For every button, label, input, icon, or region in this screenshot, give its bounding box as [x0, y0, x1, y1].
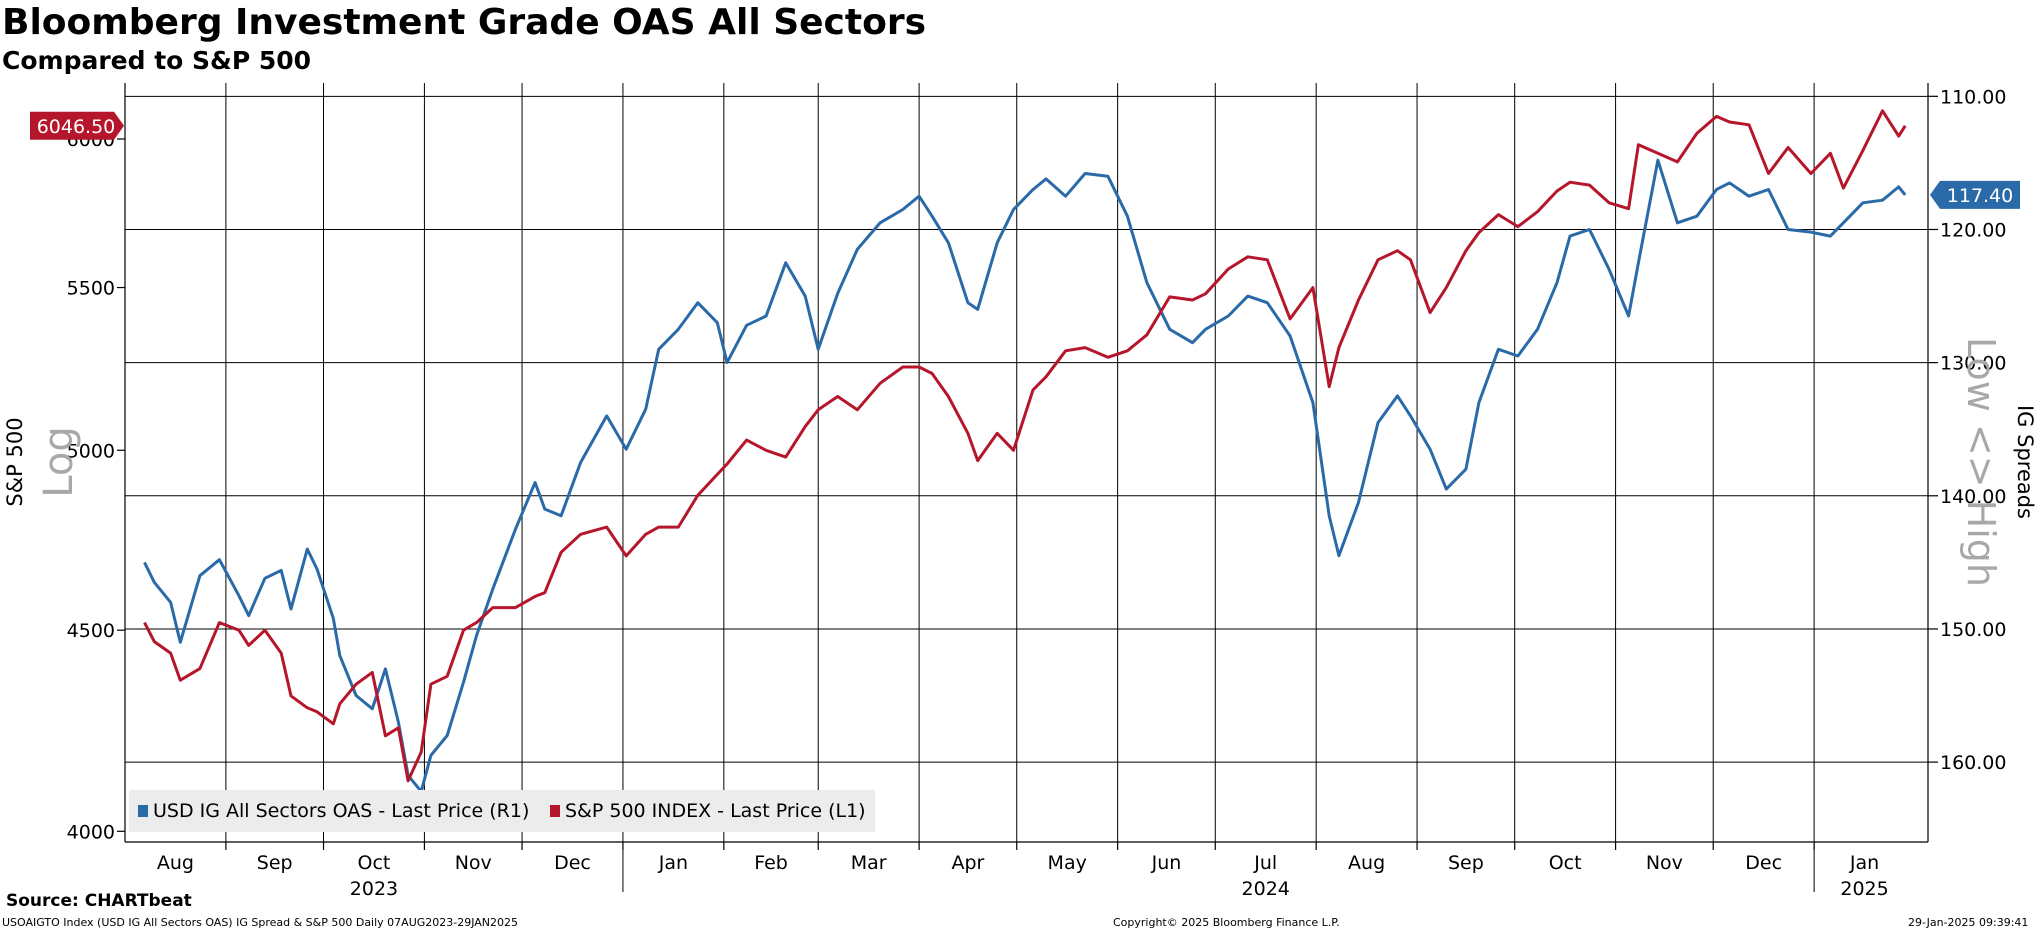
x-month-label: Oct [358, 852, 391, 874]
legend: USD IG All Sectors OAS - Last Price (R1)… [129, 790, 875, 832]
left-axis-title: S&P 500 [3, 417, 27, 506]
timestamp: 29-Jan-2025 09:39:41 [1908, 916, 2029, 929]
x-month-label: Dec [1745, 852, 1782, 874]
right-tick-label: 160.00 [1940, 752, 2006, 774]
x-month-label: Oct [1549, 852, 1582, 874]
x-month-label: Apr [951, 852, 984, 874]
grid [125, 83, 1928, 842]
x-month-label: Jan [1849, 852, 1879, 874]
x-month-label: May [1048, 852, 1087, 874]
spread-last-label: 117.40 [1947, 185, 2013, 207]
x-month-label: Sep [257, 852, 293, 874]
legend-swatch-sp500 [550, 805, 560, 817]
right-tick-label: 120.00 [1940, 219, 2006, 241]
x-month-label: Aug [1348, 852, 1385, 874]
left-tick-label: 5000 [67, 440, 115, 462]
legend-label-sp500: S&P 500 INDEX - Last Price (L1) [565, 800, 866, 822]
copyright: Copyright© 2025 Bloomberg Finance L.P. [1113, 916, 1340, 929]
legend-swatch-spread [138, 805, 148, 817]
right-tick-label: 130.00 [1940, 353, 2006, 375]
series-group [143, 109, 1907, 793]
axes [117, 83, 1938, 892]
x-month-label: Nov [1646, 852, 1683, 874]
x-month-label: Feb [754, 852, 788, 874]
chart-subtitle: Compared to S&P 500 [2, 46, 312, 75]
right-tick-label: 110.00 [1940, 86, 2006, 108]
x-month-label: Aug [157, 852, 194, 874]
left-tick-label: 5500 [67, 278, 115, 300]
ig-spread-line [143, 158, 1907, 793]
right-tick-label: 140.00 [1940, 486, 2006, 508]
x-year-label: 2025 [1840, 878, 1888, 900]
right-axis-note: Low <> High [1959, 337, 2003, 587]
x-month-label: Mar [851, 852, 887, 874]
axis-labels: 40004500500055006000110.00120.00130.0014… [3, 86, 2037, 900]
sp500-last-label: 6046.50 [37, 116, 116, 138]
left-axis-scale-note: Log [36, 426, 82, 497]
left-tick-label: 4500 [67, 620, 115, 642]
x-month-label: Nov [455, 852, 492, 874]
x-year-label: 2024 [1242, 878, 1290, 900]
spread-last-tag [1930, 180, 2020, 209]
series-description: USOAIGTO Index (USD IG All Sectors OAS) … [2, 916, 519, 929]
sp500-last-tag [30, 111, 124, 140]
right-axis-title: IG Spreads [2013, 405, 2037, 519]
x-month-label: Jan [658, 852, 688, 874]
sp500-line [143, 109, 1907, 783]
legend-box [129, 790, 875, 832]
x-year-label: 2023 [350, 878, 398, 900]
legend-label-spread: USD IG All Sectors OAS - Last Price (R1) [153, 800, 529, 822]
chart-title: Bloomberg Investment Grade OAS All Secto… [2, 2, 926, 43]
x-month-label: Dec [554, 852, 591, 874]
x-month-label: Jun [1151, 852, 1182, 874]
x-month-label: Jul [1253, 852, 1277, 874]
right-tick-label: 150.00 [1940, 619, 2006, 641]
left-tick-label: 4000 [67, 821, 115, 843]
x-month-label: Sep [1448, 852, 1484, 874]
source-note: Source: CHARTbeat [6, 891, 192, 911]
